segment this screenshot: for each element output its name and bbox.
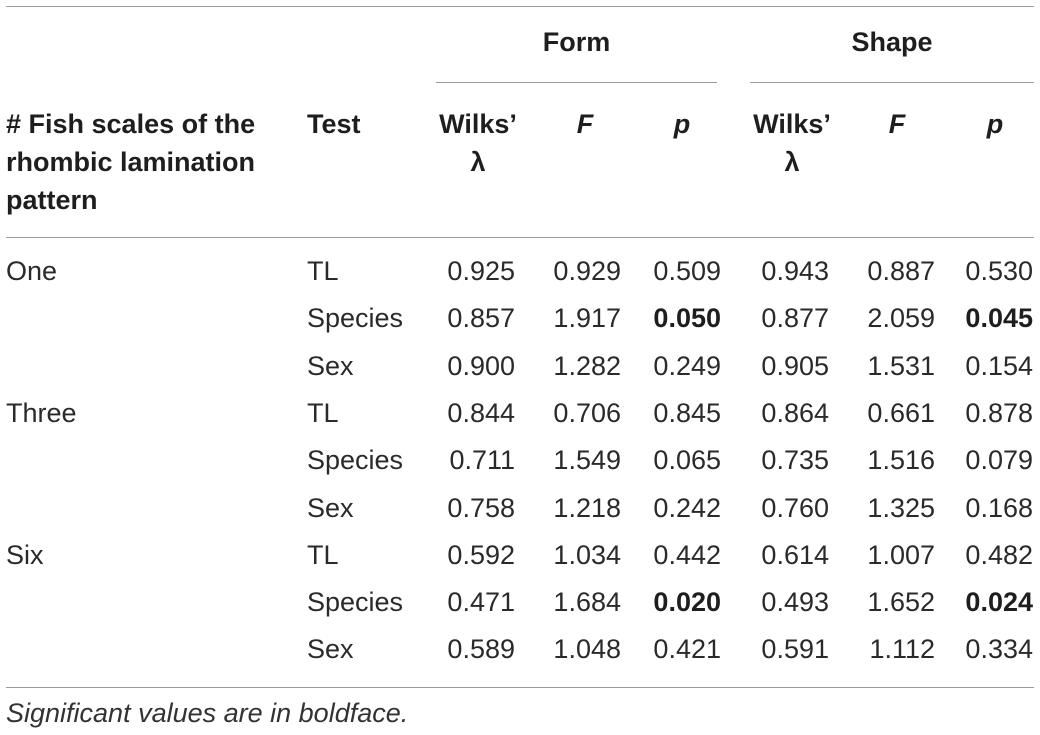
form-wilks-header-line-2: λ <box>470 147 486 177</box>
form-wilks-cell: 0.857 <box>447 303 515 334</box>
test-cell: Sex <box>307 350 354 381</box>
form-group-header: Form <box>542 27 611 57</box>
fish-scales-header-line-3: pattern <box>6 185 98 215</box>
form-f-cell: 0.929 <box>553 256 621 286</box>
shape-wilks-cell: 0.493 <box>761 587 829 618</box>
form-wilks-cell: 0.471 <box>447 587 515 618</box>
test-cell: TL <box>307 397 339 428</box>
shape-p-cell: 0.154 <box>965 350 1033 381</box>
group-cell: One <box>6 256 58 286</box>
form-wilks-cell: 0.592 <box>447 539 515 570</box>
form-f-cell: 1.549 <box>553 445 621 476</box>
form-p-cell: 0.249 <box>653 350 721 381</box>
footnote: Significant values are in boldface. <box>6 698 409 728</box>
shape-wilks-cell: 0.877 <box>761 303 829 334</box>
shape-p-cell: 0.024 <box>965 587 1033 618</box>
shape-f-cell: 1.325 <box>867 492 935 523</box>
form-p-cell: 0.050 <box>653 303 721 334</box>
fish-scales-header-line-2: rhombic lamination <box>6 147 256 177</box>
form-p-cell: 0.442 <box>653 539 721 570</box>
shape-p-cell: 0.530 <box>965 256 1033 286</box>
form-p-cell: 0.421 <box>653 634 721 665</box>
form-p-cell: 0.242 <box>653 492 721 523</box>
form-f-cell: 1.218 <box>553 492 621 523</box>
shape-f-cell: 2.059 <box>867 303 935 334</box>
shape-f-cell: 0.887 <box>867 256 935 286</box>
form-f-cell: 1.684 <box>553 587 621 618</box>
shape-group-header: Shape <box>851 27 933 57</box>
shape-p-cell: 0.334 <box>965 634 1033 665</box>
shape-wilks-cell: 0.760 <box>761 492 829 523</box>
form-wilks-cell: 0.925 <box>447 256 515 286</box>
shape-wilks-cell: 0.943 <box>761 256 829 286</box>
form-f-cell: 1.048 <box>553 634 621 665</box>
shape-group-rule <box>750 82 1034 83</box>
test-cell: TL <box>307 256 339 286</box>
header-bottom-rule <box>6 237 1034 238</box>
shape-p-cell: 0.482 <box>965 539 1033 570</box>
table-bottom-rule <box>6 687 1034 688</box>
test-column-header: Test <box>307 109 361 139</box>
shape-f-cell: 1.112 <box>869 634 935 665</box>
form-p-cell: 0.065 <box>653 445 721 476</box>
shape-wilks-header-line-2: λ <box>784 147 800 177</box>
shape-f-cell: 1.516 <box>867 445 935 476</box>
fish-scales-header-line-1: # Fish scales of the <box>6 109 256 139</box>
form-wilks-column-header: Wilks’ λ <box>426 105 530 181</box>
shape-p-column-header: p <box>986 109 1004 139</box>
form-wilks-cell: 0.758 <box>447 492 515 523</box>
test-cell: Species <box>307 587 404 618</box>
shape-wilks-cell: 0.905 <box>761 350 829 381</box>
form-group-rule <box>436 82 717 83</box>
form-wilks-cell: 0.844 <box>447 397 515 428</box>
test-cell: TL <box>307 539 339 570</box>
shape-wilks-cell: 0.614 <box>761 539 829 570</box>
form-f-column-header: F <box>576 109 594 139</box>
form-wilks-cell: 0.900 <box>447 350 515 381</box>
shape-f-cell: 0.661 <box>867 397 935 428</box>
form-p-cell: 0.020 <box>653 587 721 618</box>
form-wilks-cell: 0.711 <box>449 445 515 476</box>
form-p-column-header: p <box>673 109 691 139</box>
form-f-cell: 1.034 <box>553 539 621 570</box>
shape-wilks-cell: 0.735 <box>761 445 829 476</box>
shape-f-column-header: F <box>888 109 906 139</box>
top-rule <box>6 6 1034 7</box>
group-cell: Three <box>6 397 77 428</box>
form-f-cell: 1.282 <box>553 350 621 381</box>
shape-wilks-cell: 0.864 <box>761 397 829 428</box>
shape-f-cell: 1.531 <box>867 350 935 381</box>
shape-wilks-header-line-1: Wilks’ <box>753 109 831 139</box>
test-cell: Sex <box>307 634 354 665</box>
shape-p-cell: 0.079 <box>965 445 1033 476</box>
form-wilks-header-line-1: Wilks’ <box>439 109 517 139</box>
form-f-cell: 1.917 <box>553 303 621 334</box>
shape-wilks-column-header: Wilks’ λ <box>740 105 844 181</box>
shape-f-cell: 1.652 <box>867 587 935 618</box>
form-wilks-cell: 0.589 <box>447 634 515 665</box>
test-cell: Sex <box>307 492 354 523</box>
test-cell: Species <box>307 445 404 476</box>
form-f-cell: 0.706 <box>553 397 621 428</box>
test-cell: Species <box>307 303 404 334</box>
fish-scales-column-header: # Fish scales of the rhombic lamination … <box>6 105 255 219</box>
shape-p-cell: 0.045 <box>965 303 1033 334</box>
shape-f-cell: 1.007 <box>867 539 935 570</box>
shape-wilks-cell: 0.591 <box>761 634 829 665</box>
shape-p-cell: 0.878 <box>965 397 1033 428</box>
form-p-cell: 0.845 <box>653 397 721 428</box>
group-cell: Six <box>6 539 44 570</box>
shape-p-cell: 0.168 <box>965 492 1033 523</box>
form-p-cell: 0.509 <box>653 256 721 286</box>
